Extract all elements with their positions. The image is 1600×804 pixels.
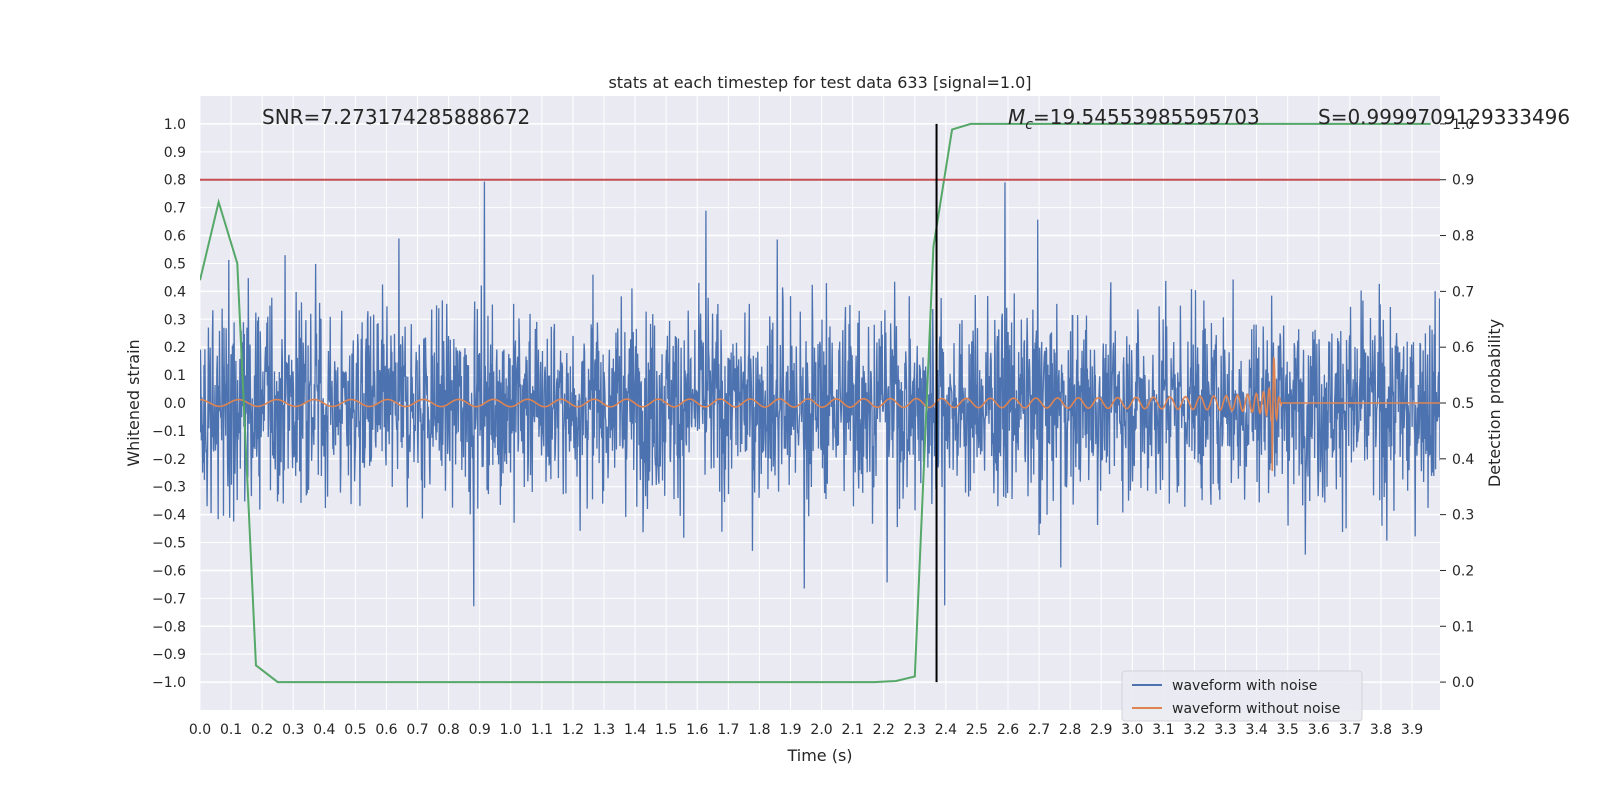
left-y-tick-label: 0.0	[164, 396, 186, 412]
x-tick-label: 0.0	[189, 722, 211, 738]
left-y-tick-label: 0.6	[164, 229, 186, 245]
right-y-tick-label: 0.9	[1452, 173, 1474, 189]
left-y-tick-label: 0.8	[164, 173, 186, 189]
chirp-mass-subscript: c	[1025, 117, 1033, 133]
right-y-axis-label: Detection probability	[1485, 319, 1504, 487]
series-noisy-line	[200, 181, 1440, 607]
x-tick-label: 2.8	[1059, 722, 1081, 738]
x-tick-label: 2.2	[873, 722, 895, 738]
x-tick-label: 3.5	[1277, 722, 1299, 738]
legend-label-clean: waveform without noise	[1172, 701, 1340, 717]
plot-area	[200, 122, 1440, 684]
x-tick-label: 0.4	[313, 722, 335, 738]
x-tick-label: 1.9	[779, 722, 801, 738]
right-y-tick-label: 0.6	[1452, 340, 1474, 356]
x-tick-label: 2.9	[1090, 722, 1112, 738]
left-y-tick-label: −0.8	[152, 619, 186, 635]
x-tick-label: 0.1	[220, 722, 242, 738]
x-tick-label: 0.3	[282, 722, 304, 738]
snr-annotation: SNR=7.273174285888672	[262, 105, 530, 129]
legend-box	[1121, 670, 1363, 722]
series-detection-probability-line	[200, 122, 1431, 684]
x-tick-label: 0.5	[344, 722, 366, 738]
x-tick-label: 3.2	[1183, 722, 1205, 738]
right-y-axis-ticks: 0.0 0.1 0.2 0.3 0.4 0.5 0.6 0.7 0.8 0.9 1.0	[1440, 117, 1474, 691]
left-y-tick-label: 0.9	[164, 145, 186, 161]
right-y-tick-label: 0.8	[1452, 229, 1474, 245]
chart-title: stats at each timestep for test data 633…	[608, 73, 1031, 92]
x-tick-label: 0.8	[437, 722, 459, 738]
x-tick-label: 1.1	[531, 722, 553, 738]
left-y-axis-ticks: −1.0 −0.9 −0.8 −0.7 −0.6 −0.5 −0.4 −0.3 −0.2 −0.1…	[152, 117, 186, 691]
x-tick-label: 3.4	[1246, 722, 1268, 738]
x-tick-label: 1.3	[593, 722, 615, 738]
left-y-tick-label: 0.5	[164, 256, 186, 272]
chirp-mass-symbol: M	[1008, 105, 1025, 129]
x-tick-label: 1.5	[655, 722, 677, 738]
x-tick-label: 0.9	[469, 722, 491, 738]
left-y-tick-label: −0.2	[152, 452, 186, 468]
x-axis-ticks: 0.0 0.1 0.2 0.3 0.4 0.5 0.6 0.7 0.8 0.9 1.0 1.1 1.2 1…	[189, 722, 1423, 738]
x-tick-label: 0.7	[406, 722, 428, 738]
x-tick-label: 2.7	[1028, 722, 1050, 738]
legend: waveform with noise waveform without noi…	[1121, 670, 1363, 722]
right-y-tick-label: 0.7	[1452, 284, 1474, 300]
x-tick-label: 1.8	[748, 722, 770, 738]
legend-label-noisy: waveform with noise	[1172, 678, 1317, 694]
x-tick-label: 3.7	[1339, 722, 1361, 738]
right-y-tick-label: 0.1	[1452, 619, 1474, 635]
chirp-mass-value: =19.54553985595703	[1033, 105, 1260, 129]
left-y-tick-label: −0.9	[152, 647, 186, 663]
chirp-mass-annotation: Mc=19.54553985595703	[1008, 105, 1260, 133]
x-tick-label: 2.0	[810, 722, 832, 738]
x-tick-label: 2.5	[966, 722, 988, 738]
x-tick-label: 2.4	[935, 722, 957, 738]
left-y-tick-label: −0.3	[152, 480, 186, 496]
left-y-tick-label: 0.7	[164, 201, 186, 217]
right-y-tick-label: 0.0	[1452, 675, 1474, 691]
x-tick-label: 2.3	[904, 722, 926, 738]
left-y-axis-label: Whitened strain	[124, 339, 143, 466]
x-tick-label: 3.0	[1121, 722, 1143, 738]
x-tick-label: 0.2	[251, 722, 273, 738]
left-y-tick-label: −0.7	[152, 591, 186, 607]
x-tick-label: 1.6	[686, 722, 708, 738]
left-y-tick-label: −1.0	[152, 675, 186, 691]
x-tick-label: 3.8	[1370, 722, 1392, 738]
x-tick-label: 3.6	[1308, 722, 1330, 738]
x-tick-label: 1.0	[500, 722, 522, 738]
left-y-tick-label: 0.4	[164, 284, 186, 300]
left-y-tick-label: −0.5	[152, 536, 186, 552]
right-y-tick-label: 1.0	[1452, 117, 1474, 133]
x-axis-label: Time (s)	[786, 746, 852, 765]
left-y-tick-label: −0.1	[152, 424, 186, 440]
x-tick-label: 3.3	[1214, 722, 1236, 738]
series-clean-line	[200, 356, 1440, 472]
left-y-tick-label: 1.0	[164, 117, 186, 133]
x-tick-label: 1.4	[624, 722, 646, 738]
left-y-tick-label: −0.4	[152, 508, 186, 524]
left-y-tick-label: 0.1	[164, 368, 186, 384]
right-y-tick-label: 0.3	[1452, 508, 1474, 524]
x-tick-label: 1.7	[717, 722, 739, 738]
right-y-tick-label: 0.5	[1452, 396, 1474, 412]
x-tick-label: 2.6	[997, 722, 1019, 738]
x-tick-label: 1.2	[562, 722, 584, 738]
detection-score-annotation: S=0.9999709129333496	[1318, 105, 1570, 129]
left-y-tick-label: 0.3	[164, 312, 186, 328]
right-y-tick-label: 0.4	[1452, 452, 1474, 468]
left-y-tick-label: 0.2	[164, 340, 186, 356]
x-tick-label: 0.6	[375, 722, 397, 738]
right-y-tick-label: 0.2	[1452, 563, 1474, 579]
x-tick-label: 3.1	[1152, 722, 1174, 738]
x-tick-label: 3.9	[1401, 722, 1423, 738]
x-tick-label: 2.1	[841, 722, 863, 738]
left-y-tick-label: −0.6	[152, 563, 186, 579]
